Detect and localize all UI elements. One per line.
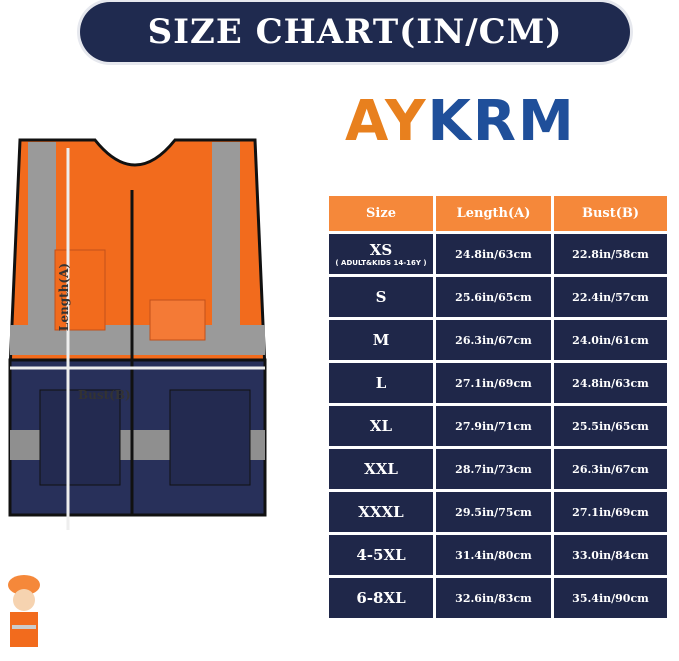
title-banner: SIZE CHART(IN/CM) <box>80 2 630 62</box>
table-row: M 26.3in/67cm 24.0in/61cm <box>329 320 667 360</box>
length-cell: 27.1in/69cm <box>436 363 551 403</box>
bust-cell: 22.4in/57cm <box>554 277 667 317</box>
size-value: XS <box>369 241 393 259</box>
size-cell: S <box>329 277 433 317</box>
table-row: XL 27.9in/71cm 25.5in/65cm <box>329 406 667 446</box>
logo-part2: KRM <box>427 89 576 154</box>
size-cell: 4-5XL <box>329 535 433 575</box>
table-row: S 25.6in/65cm 22.4in/57cm <box>329 277 667 317</box>
bust-cell: 22.8in/58cm <box>554 234 667 274</box>
bust-cell: 27.1in/69cm <box>554 492 667 532</box>
length-cell: 31.4in/80cm <box>436 535 551 575</box>
length-cell: 29.5in/75cm <box>436 492 551 532</box>
size-cell: 6-8XL <box>329 578 433 618</box>
header-size: Size <box>329 196 433 231</box>
size-cell: M <box>329 320 433 360</box>
table-row: 6-8XL 32.6in/83cm 35.4in/90cm <box>329 578 667 618</box>
length-cell: 32.6in/83cm <box>436 578 551 618</box>
bust-cell: 26.3in/67cm <box>554 449 667 489</box>
table-row: L 27.1in/69cm 24.8in/63cm <box>329 363 667 403</box>
size-cell: XL <box>329 406 433 446</box>
size-note: ( ADULT&KIDS 14-16Y ) <box>335 259 427 267</box>
header-bust: Bust(B) <box>554 196 667 231</box>
length-label: Length(A) <box>57 262 72 332</box>
bust-cell: 24.0in/61cm <box>554 320 667 360</box>
table-header-row: Size Length(A) Bust(B) <box>329 196 667 231</box>
table-row: XXL 28.7in/73cm 26.3in/67cm <box>329 449 667 489</box>
bust-cell: 33.0in/84cm <box>554 535 667 575</box>
length-cell: 26.3in/67cm <box>436 320 551 360</box>
length-cell: 25.6in/65cm <box>436 277 551 317</box>
bust-cell: 24.8in/63cm <box>554 363 667 403</box>
size-cell: XS( ADULT&KIDS 14-16Y ) <box>329 234 433 274</box>
table-row: XXXL 29.5in/75cm 27.1in/69cm <box>329 492 667 532</box>
bust-cell: 35.4in/90cm <box>554 578 667 618</box>
size-cell: XXL <box>329 449 433 489</box>
worker-cartoon-icon <box>8 575 40 647</box>
length-cell: 27.9in/71cm <box>436 406 551 446</box>
bust-label: Bust(B) <box>78 388 131 402</box>
bust-cell: 25.5in/65cm <box>554 406 667 446</box>
brand-logo: AYKRM <box>345 92 650 152</box>
logo-part1: AY <box>345 89 428 154</box>
length-cell: 28.7in/73cm <box>436 449 551 489</box>
header-length: Length(A) <box>436 196 551 231</box>
length-cell: 24.8in/63cm <box>436 234 551 274</box>
vest-illustration <box>8 138 267 530</box>
table-row: XS( ADULT&KIDS 14-16Y ) 24.8in/63cm 22.8in… <box>329 234 667 274</box>
size-cell: L <box>329 363 433 403</box>
table-row: 4-5XL 31.4in/80cm 33.0in/84cm <box>329 535 667 575</box>
size-table: Size Length(A) Bust(B) XS( ADULT&KIDS 14… <box>326 193 670 621</box>
size-cell: XXXL <box>329 492 433 532</box>
